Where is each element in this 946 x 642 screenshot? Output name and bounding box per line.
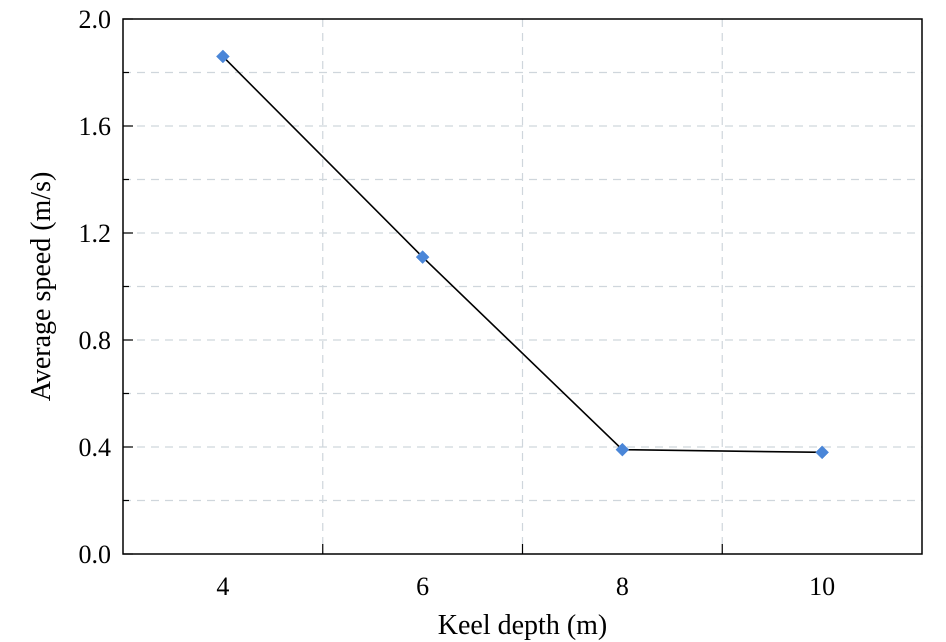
data-series (216, 49, 829, 460)
y-axis-label: Average speed (m/s) (26, 172, 57, 402)
x-tick-label: 6 (416, 572, 429, 601)
data-point (216, 49, 230, 64)
y-tick-label: 0.8 (79, 326, 112, 355)
x-tick-label: 10 (809, 572, 835, 601)
y-tick-labels: 0.0 0.4 0.8 1.2 1.6 2.0 (79, 5, 112, 569)
y-tick-label: 1.6 (79, 112, 112, 141)
x-tick-label: 8 (616, 572, 629, 601)
grid-lines (123, 19, 922, 554)
data-point (815, 445, 829, 460)
series-line (222, 55, 823, 454)
data-point (615, 442, 630, 457)
x-axis-label: Keel depth (m) (438, 610, 608, 641)
y-tick-label: 2.0 (79, 5, 112, 34)
x-tick-labels: 4 6 8 10 (216, 572, 835, 601)
x-tick-label: 4 (216, 572, 229, 601)
y-tick-label: 1.2 (79, 219, 112, 248)
y-tick-label: 0.4 (79, 433, 112, 462)
y-tick-label: 0.0 (79, 540, 112, 569)
plot-frame (122, 18, 923, 555)
data-point (415, 250, 430, 264)
